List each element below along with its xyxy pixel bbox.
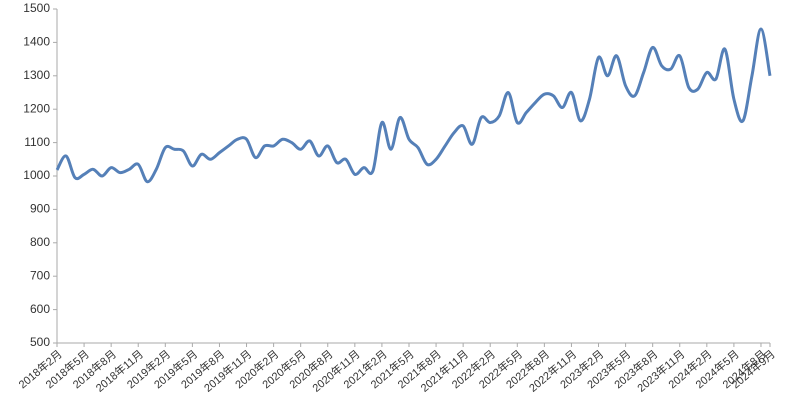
y-tick-label: 800 — [30, 235, 50, 249]
y-tick-label: 1300 — [23, 68, 50, 82]
line-series — [55, 27, 772, 184]
y-tick-label: 700 — [30, 268, 50, 282]
y-tick-label: 600 — [30, 302, 50, 316]
y-tick-label: 1500 — [23, 1, 50, 15]
y-tick-label: 500 — [30, 335, 50, 349]
y-tick-label: 1000 — [23, 168, 50, 182]
y-tick-label: 1200 — [23, 101, 50, 115]
y-tick-label: 1100 — [24, 135, 50, 149]
y-tick-label: 900 — [30, 202, 50, 216]
y-tick-label: 1400 — [23, 35, 50, 49]
